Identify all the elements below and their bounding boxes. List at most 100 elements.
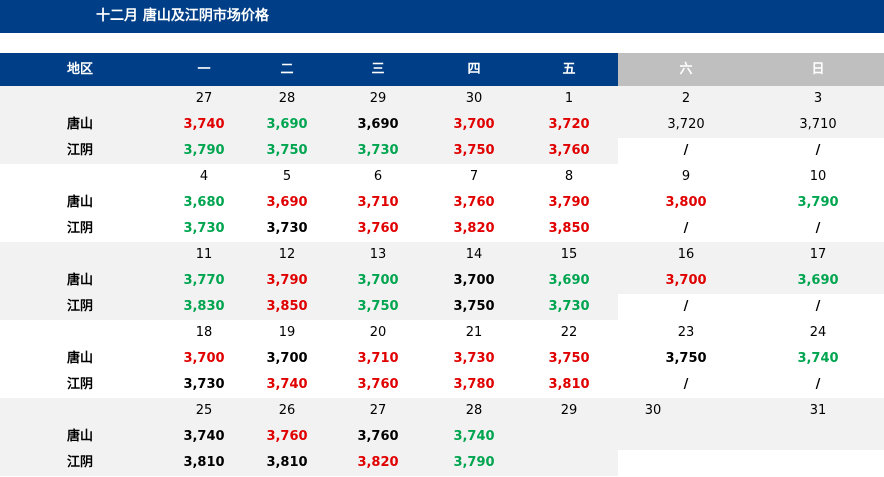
tangshan-row: 唐山 3,740 3,760 3,760 3,740	[0, 424, 884, 450]
jiangyin-label: 江阴	[66, 143, 93, 158]
date-cell: 13	[369, 247, 387, 262]
price-cell: /	[683, 221, 689, 236]
price-cell: 3,740	[183, 117, 225, 132]
price-cell: 3,690	[266, 117, 308, 132]
date-row: 18 19 20 21 22 23 24	[0, 320, 884, 346]
date-cell: 10	[809, 169, 827, 184]
table-header: 地区 一 二 三 四 五 六 日	[0, 53, 884, 86]
week-block: 11 12 13 14 15 16 17 唐山 3,770 3,790 3,700 3,700 3,69…	[0, 242, 884, 320]
price-cell: 3,750	[266, 143, 308, 158]
price-cell: 3,730	[357, 143, 399, 158]
price-cell: 3,690	[357, 117, 399, 132]
row-band	[0, 86, 618, 164]
price-cell: 3,760	[548, 143, 590, 158]
price-cell: /	[815, 377, 821, 392]
price-cell: 3,680	[183, 195, 225, 210]
jiangyin-row: 江阴 3,730 3,740 3,760 3,780 3,810 / /	[0, 372, 884, 398]
jiangyin-label: 江阴	[66, 221, 93, 236]
row-band-weekend	[618, 242, 884, 294]
price-cell: 3,750	[548, 351, 590, 366]
price-cell: 3,770	[183, 273, 225, 288]
date-cell: 30	[465, 91, 483, 106]
date-cell: 16	[677, 247, 695, 262]
price-cell: 3,750	[453, 143, 495, 158]
date-cell: 19	[278, 325, 296, 340]
price-cell: 3,700	[665, 273, 707, 288]
price-cell: 3,700	[266, 351, 308, 366]
tangshan-row: 唐山 3,700 3,700 3,710 3,730 3,750 3,750 3,740	[0, 346, 884, 372]
price-cell: 3,760	[357, 377, 399, 392]
price-cell	[753, 450, 883, 476]
week-block: 4 5 6 7 8 9 10 唐山 3,680 3,690 3,710 3,760 3,790 3,800…	[0, 164, 884, 242]
price-cell: /	[683, 299, 689, 314]
header-day-2: 二	[280, 62, 294, 77]
price-cell: 3,690	[797, 273, 839, 288]
price-cell: 3,700	[453, 117, 495, 132]
date-cell: 30	[644, 403, 662, 418]
jiangyin-label: 江阴	[66, 299, 93, 314]
date-cell: 31	[809, 403, 827, 418]
jiangyin-label: 江阴	[66, 377, 93, 392]
row-band-weekend	[618, 86, 884, 138]
date-cell: 27	[195, 91, 213, 106]
date-row: 11 12 13 14 15 16 17	[0, 242, 884, 268]
price-cell: 3,790	[453, 455, 495, 470]
price-cell: 3,740	[797, 351, 839, 366]
header-day-3: 三	[371, 62, 385, 77]
tangshan-label: 唐山	[66, 195, 93, 210]
price-cell: 3,790	[548, 195, 590, 210]
jiangyin-row: 江阴 3,730 3,730 3,760 3,820 3,850 / /	[0, 216, 884, 242]
price-cell: 3,740	[266, 377, 308, 392]
price-cell: 3,760	[266, 429, 308, 444]
week-block: 18 19 20 21 22 23 24 唐山 3,700 3,700 3,710 3,730 3,75…	[0, 320, 884, 398]
date-cell: 17	[809, 247, 827, 262]
row-band	[0, 242, 618, 320]
price-cell: 3,790	[797, 195, 839, 210]
price-cell: /	[815, 143, 821, 158]
date-cell: 29	[369, 91, 387, 106]
price-cell: 3,760	[357, 221, 399, 236]
jiangyin-row: 江阴 3,810 3,810 3,820 3,790	[0, 450, 884, 476]
price-cell	[621, 450, 751, 476]
price-cell: 3,800	[665, 195, 707, 210]
price-cell: 3,780	[453, 377, 495, 392]
price-cell: 3,830	[183, 299, 225, 314]
price-cell: 3,730	[548, 299, 590, 314]
date-cell: 1	[564, 91, 574, 106]
tangshan-label: 唐山	[66, 117, 93, 132]
price-cell: 3,730	[183, 377, 225, 392]
date-cell: 22	[560, 325, 578, 340]
price-cell: 3,720	[548, 117, 590, 132]
date-cell: 14	[465, 247, 483, 262]
price-cell: 3,700	[183, 351, 225, 366]
date-cell: 24	[809, 325, 827, 340]
tangshan-row: 唐山 3,770 3,790 3,700 3,700 3,690 3,700 3,690	[0, 268, 884, 294]
price-cell: 3,810	[548, 377, 590, 392]
price-cell: 3,700	[453, 273, 495, 288]
date-cell: 25	[195, 403, 213, 418]
price-cell: 3,750	[357, 299, 399, 314]
price-cell: 3,740	[183, 429, 225, 444]
price-cell	[524, 450, 614, 476]
date-cell: 26	[278, 403, 296, 418]
header-weekday-band	[0, 53, 618, 86]
date-cell: 29	[560, 403, 578, 418]
week-block: 25 26 27 28 29 30 31 唐山 3,740 3,760 3,760 3,740 江阴 3,…	[0, 398, 884, 476]
price-cell: 3,820	[453, 221, 495, 236]
date-cell: 20	[369, 325, 387, 340]
date-cell: 12	[278, 247, 296, 262]
date-cell: 21	[465, 325, 483, 340]
price-cell: 3,810	[183, 455, 225, 470]
date-cell: 6	[373, 169, 383, 184]
price-cell	[753, 424, 883, 450]
price-cell: 3,710	[799, 117, 837, 132]
header-weekend-band	[618, 53, 884, 86]
date-cell: 9	[681, 169, 691, 184]
price-cell	[524, 424, 614, 450]
date-cell: 27	[369, 403, 387, 418]
price-cell: 3,750	[665, 351, 707, 366]
jiangyin-row: 江阴 3,790 3,750 3,730 3,750 3,760 / /	[0, 138, 884, 164]
price-cell: 3,820	[357, 455, 399, 470]
price-cell: 3,740	[453, 429, 495, 444]
price-cell: 3,850	[548, 221, 590, 236]
